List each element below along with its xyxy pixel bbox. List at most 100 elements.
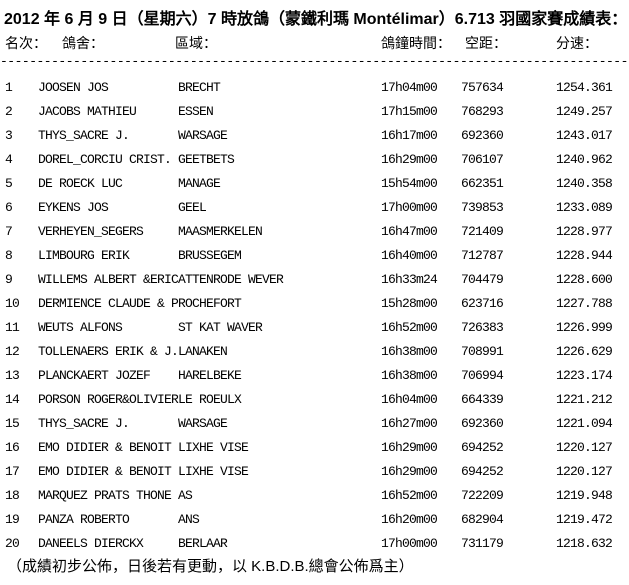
cell-loft: PANZA ROBERTO xyxy=(38,512,130,527)
table-row: 12 TOLLENAERS ERIK & J. LANAKEN 16h38m00… xyxy=(0,340,629,364)
cell-loft: DERMIENCE CLAUDE & P xyxy=(38,296,179,311)
cell-clock-time: 16h33m24 xyxy=(381,272,438,287)
cell-speed: 1223.174 xyxy=(556,368,613,383)
table-row: 9 WILLEMS ALBERT &ERIC ATTENRODE WEVER 1… xyxy=(0,268,629,292)
cell-rank: 20 xyxy=(5,536,20,551)
cell-region: AS xyxy=(178,488,193,503)
cell-loft: JOOSEN JOS xyxy=(38,80,109,95)
cell-distance: 692360 xyxy=(461,416,504,431)
cell-clock-time: 16h47m00 xyxy=(381,224,438,239)
header-speed: 分速： xyxy=(556,35,598,51)
table-row: 3 THYS_SACRE J. WARSAGE 16h17m00 692360 … xyxy=(0,124,629,148)
cell-clock-time: 15h28m00 xyxy=(381,296,438,311)
table-row: 18 MARQUEZ PRATS THONE AS 16h52m00 72220… xyxy=(0,484,629,508)
cell-clock-time: 17h00m00 xyxy=(381,536,438,551)
cell-loft: DANEELS DIERCKX xyxy=(38,536,144,551)
cell-speed: 1221.212 xyxy=(556,392,613,407)
cell-clock-time: 16h29m00 xyxy=(381,152,438,167)
table-row: 13 PLANCKAERT JOZEF HARELBEKE 16h38m00 7… xyxy=(0,364,629,388)
cell-rank: 18 xyxy=(5,488,20,503)
cell-speed: 1249.257 xyxy=(556,104,613,119)
cell-clock-time: 15h54m00 xyxy=(381,176,438,191)
table-row: 1 JOOSEN JOS BRECHT 17h04m00 757634 1254… xyxy=(0,76,629,100)
cell-rank: 3 xyxy=(5,128,13,143)
cell-rank: 19 xyxy=(5,512,20,527)
results-body: 1 JOOSEN JOS BRECHT 17h04m00 757634 1254… xyxy=(0,76,629,556)
cell-region: BERLAAR xyxy=(178,536,228,551)
cell-rank: 7 xyxy=(5,224,13,239)
cell-region: GEETBETS xyxy=(178,152,235,167)
header-rank: 名次： xyxy=(5,35,47,51)
cell-speed: 1219.472 xyxy=(556,512,613,527)
cell-loft: WILLEMS ALBERT &ERIC xyxy=(38,272,179,287)
cell-region: BRUSSEGEM xyxy=(178,248,242,263)
cell-clock-time: 16h20m00 xyxy=(381,512,438,527)
cell-rank: 9 xyxy=(5,272,13,287)
cell-distance: 721409 xyxy=(461,224,504,239)
cell-distance: 662351 xyxy=(461,176,504,191)
cell-region: ANS xyxy=(178,512,200,527)
cell-speed: 1221.094 xyxy=(556,416,613,431)
cell-clock-time: 16h29m00 xyxy=(381,440,438,455)
cell-distance: 726383 xyxy=(461,320,504,335)
cell-speed: 1228.600 xyxy=(556,272,613,287)
cell-region: ESSEN xyxy=(178,104,214,119)
footer-note: （成績初步公佈，日後若有更動，以 K.B.D.B.總會公佈爲主） xyxy=(7,558,414,575)
cell-distance: 712787 xyxy=(461,248,504,263)
cell-loft: TOLLENAERS ERIK & J. xyxy=(38,344,179,359)
table-row: 8 LIMBOURG ERIK BRUSSEGEM 16h40m00 71278… xyxy=(0,244,629,268)
cell-distance: 704479 xyxy=(461,272,504,287)
cell-region: BRECHT xyxy=(178,80,221,95)
cell-rank: 2 xyxy=(5,104,13,119)
cell-distance: 623716 xyxy=(461,296,504,311)
cell-clock-time: 17h04m00 xyxy=(381,80,438,95)
cell-clock-time: 17h00m00 xyxy=(381,200,438,215)
cell-loft: THYS_SACRE J. xyxy=(38,416,130,431)
table-row: 2 JACOBS MATHIEU ESSEN 17h15m00 768293 1… xyxy=(0,100,629,124)
cell-distance: 706994 xyxy=(461,368,504,383)
cell-distance: 692360 xyxy=(461,128,504,143)
table-row: 11 WEUTS ALFONS ST KAT WAVER 16h52m00 72… xyxy=(0,316,629,340)
cell-region: LIXHE VISE xyxy=(178,440,249,455)
cell-distance: 682904 xyxy=(461,512,504,527)
table-row: 14 PORSON ROGER&OLIVIER LE ROEULX 16h04m… xyxy=(0,388,629,412)
cell-rank: 11 xyxy=(5,320,20,335)
cell-speed: 1228.944 xyxy=(556,248,613,263)
cell-region: ROCHEFORT xyxy=(178,296,242,311)
table-row: 15 THYS_SACRE J. WARSAGE 16h27m00 692360… xyxy=(0,412,629,436)
cell-clock-time: 16h27m00 xyxy=(381,416,438,431)
cell-distance: 731179 xyxy=(461,536,504,551)
cell-distance: 664339 xyxy=(461,392,504,407)
table-row: 10 DERMIENCE CLAUDE & P ROCHEFORT 15h28m… xyxy=(0,292,629,316)
header-clock-time: 鴿鐘時間： xyxy=(381,35,451,51)
cell-loft: VERHEYEN_SEGERS xyxy=(38,224,144,239)
cell-distance: 768293 xyxy=(461,104,504,119)
cell-rank: 16 xyxy=(5,440,20,455)
cell-speed: 1226.629 xyxy=(556,344,613,359)
table-row: 16 EMO DIDIER & BENOIT LIXHE VISE 16h29m… xyxy=(0,436,629,460)
page-title: 2012 年 6 月 9 日（星期六）7 時放鴿（蒙鐵利瑪 Montélimar… xyxy=(4,11,628,28)
cell-clock-time: 17h15m00 xyxy=(381,104,438,119)
cell-rank: 14 xyxy=(5,392,20,407)
cell-speed: 1220.127 xyxy=(556,440,613,455)
table-row: 17 EMO DIDIER & BENOIT LIXHE VISE 16h29m… xyxy=(0,460,629,484)
cell-loft: THYS_SACRE J. xyxy=(38,128,130,143)
table-row: 19 PANZA ROBERTO ANS 16h20m00 682904 121… xyxy=(0,508,629,532)
cell-region: ATTENRODE WEVER xyxy=(178,272,284,287)
cell-speed: 1227.788 xyxy=(556,296,613,311)
cell-region: MANAGE xyxy=(178,176,221,191)
cell-region: LIXHE VISE xyxy=(178,464,249,479)
cell-clock-time: 16h04m00 xyxy=(381,392,438,407)
cell-loft: PLANCKAERT JOZEF xyxy=(38,368,151,383)
cell-region: MAASMERKELEN xyxy=(178,224,263,239)
cell-distance: 757634 xyxy=(461,80,504,95)
cell-rank: 13 xyxy=(5,368,20,383)
cell-rank: 5 xyxy=(5,176,13,191)
dashed-separator: ----------------------------------------… xyxy=(0,54,629,69)
table-row: 20 DANEELS DIERCKX BERLAAR 17h00m00 7311… xyxy=(0,532,629,556)
cell-rank: 10 xyxy=(5,296,20,311)
table-row: 7 VERHEYEN_SEGERS MAASMERKELEN 16h47m00 … xyxy=(0,220,629,244)
cell-speed: 1220.127 xyxy=(556,464,613,479)
cell-clock-time: 16h38m00 xyxy=(381,344,438,359)
